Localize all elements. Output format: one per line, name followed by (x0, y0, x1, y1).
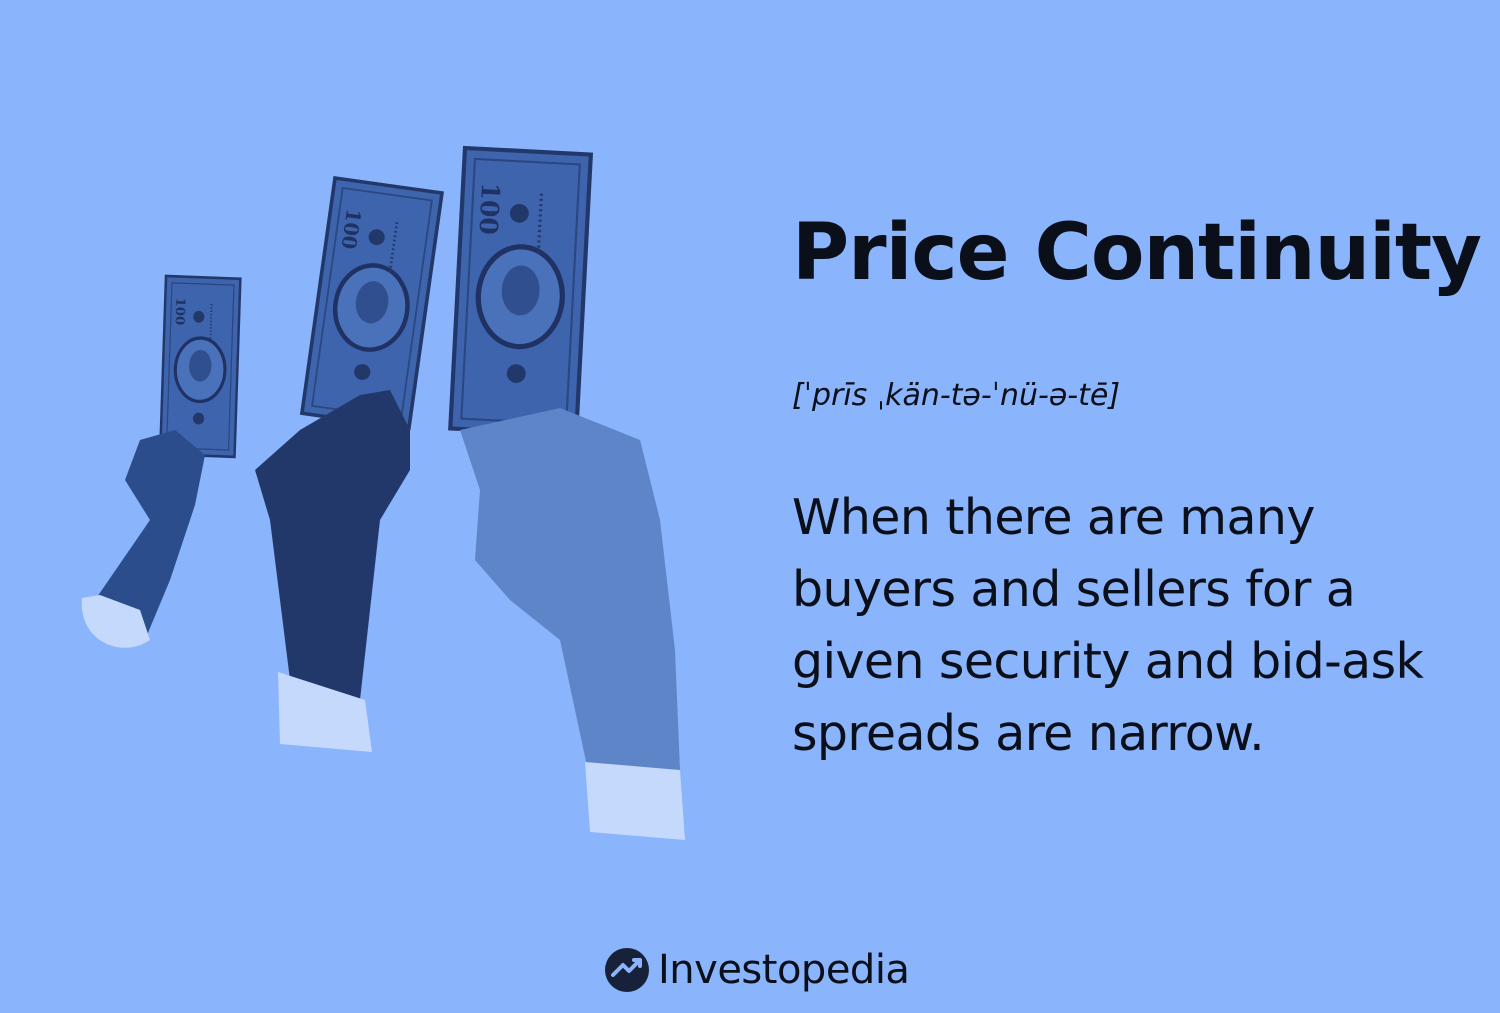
page-title: Price Continuity (792, 208, 1482, 298)
brand-name: Investopedia (658, 947, 910, 993)
banknote-label: 100 (473, 182, 506, 236)
investopedia-logo-icon (605, 948, 649, 992)
banknote-label: 100 (172, 297, 187, 325)
hands-holding-banknotes-icon: 100 100 100 (81, 0, 685, 840)
brand-logo: Investopedia (604, 944, 910, 996)
definition-text: When there are many buyers and sellers f… (792, 489, 1424, 762)
banknote-label: 100 (336, 207, 365, 250)
pronunciation: [ˈprīs ˌkän-tə-ˈnü-ə-tē] (792, 378, 1121, 413)
